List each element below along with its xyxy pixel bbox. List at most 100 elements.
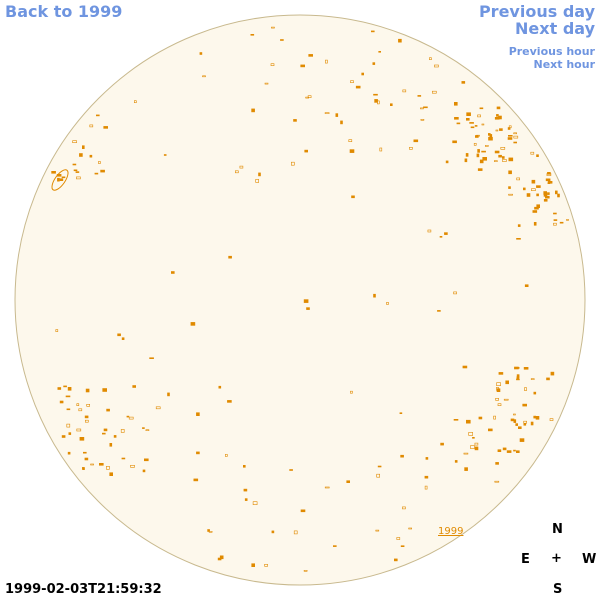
feature-mark — [65, 395, 71, 398]
feature-mark — [481, 150, 486, 153]
feature-mark — [547, 192, 550, 195]
feature-mark — [530, 378, 535, 380]
previous-day-link[interactable]: Previous day — [478, 2, 595, 21]
feature-mark — [465, 153, 469, 157]
feature-mark — [464, 158, 468, 163]
feature-mark — [417, 95, 422, 97]
feature-mark — [59, 400, 64, 404]
feature-mark — [84, 457, 89, 461]
feature-mark — [375, 529, 380, 532]
feature-mark — [225, 454, 228, 457]
feature-mark — [496, 388, 501, 393]
feature-mark — [557, 193, 560, 198]
back-to-1999-link[interactable]: Back to 1999 — [5, 2, 123, 21]
feature-mark — [348, 139, 353, 142]
feature-mark — [228, 255, 232, 259]
feature-mark — [145, 429, 150, 432]
feature-mark — [494, 150, 500, 154]
feature-mark — [290, 161, 295, 166]
feature-mark — [493, 415, 496, 420]
feature-mark — [300, 509, 306, 513]
feature-mark — [464, 467, 468, 471]
compass-center-icon: + — [551, 551, 562, 566]
feature-mark — [132, 385, 136, 388]
feature-mark — [536, 185, 541, 188]
feature-mark — [531, 188, 536, 191]
feature-mark — [59, 178, 64, 181]
feature-mark — [536, 193, 539, 197]
feature-mark — [516, 177, 521, 181]
feature-mark — [102, 388, 107, 392]
year-link[interactable]: 1999 — [438, 526, 464, 537]
feature-mark — [532, 210, 538, 213]
feature-mark — [264, 82, 269, 85]
previous-hour-link[interactable]: Previous hour — [508, 45, 595, 58]
feature-mark — [488, 136, 493, 141]
next-hour-link[interactable]: Next hour — [533, 58, 596, 71]
feature-mark — [434, 64, 439, 68]
feature-mark — [553, 212, 557, 215]
feature-mark — [453, 418, 459, 421]
feature-mark — [142, 469, 146, 473]
feature-mark — [547, 182, 551, 184]
feature-mark — [350, 80, 354, 83]
feature-mark — [389, 103, 393, 106]
feature-mark — [306, 307, 310, 310]
feature-mark — [508, 186, 511, 189]
feature-loop — [51, 169, 69, 191]
feature-mark — [508, 157, 514, 162]
feature-mark — [134, 100, 137, 103]
feature-mark — [335, 113, 339, 117]
feature-mark — [473, 143, 477, 146]
feature-mark — [536, 204, 541, 208]
feature-mark — [349, 149, 355, 153]
feature-mark — [507, 137, 513, 140]
feature-mark — [67, 451, 71, 455]
feature-mark — [171, 271, 175, 274]
feature-mark — [85, 419, 89, 423]
feature-mark — [66, 408, 71, 411]
feature-mark — [513, 141, 518, 144]
feature-mark — [102, 432, 106, 435]
feature-mark — [424, 485, 428, 490]
feature-mark — [398, 38, 402, 43]
feature-mark — [94, 172, 99, 175]
feature-mark — [497, 449, 502, 453]
feature-mark — [72, 163, 77, 166]
feature-mark — [477, 149, 480, 153]
feature-mark — [437, 310, 441, 312]
feature-mark — [494, 480, 500, 483]
feature-mark — [452, 140, 457, 144]
feature-mark — [523, 366, 529, 370]
feature-mark — [522, 187, 526, 191]
feature-mark — [63, 385, 67, 388]
feature-mark — [377, 465, 382, 468]
feature-mark — [468, 432, 474, 436]
feature-mark — [308, 54, 314, 57]
next-day-link[interactable]: Next day — [515, 19, 595, 38]
feature-mark — [554, 190, 558, 195]
feature-mark — [543, 199, 548, 202]
feature-mark — [440, 442, 444, 446]
feature-mark — [553, 222, 557, 226]
feature-mark — [513, 413, 516, 416]
feature-mark — [96, 114, 100, 117]
feature-mark — [524, 387, 527, 391]
feature-mark — [425, 457, 429, 460]
feature-mark — [429, 57, 432, 61]
feature-mark — [99, 462, 104, 466]
feature-mark — [498, 154, 502, 158]
feature-mark — [196, 412, 200, 417]
feature-mark — [370, 30, 375, 33]
feature-mark — [496, 114, 499, 117]
feature-mark — [324, 112, 330, 114]
feature-mark — [117, 333, 121, 337]
feature-mark — [68, 432, 72, 435]
feature-mark — [303, 569, 308, 572]
feature-mark — [373, 293, 376, 298]
feature-mark — [536, 154, 539, 157]
feature-mark — [399, 412, 403, 415]
feature-mark — [533, 415, 537, 419]
feature-mark — [515, 423, 519, 426]
feature-mark — [516, 378, 520, 381]
